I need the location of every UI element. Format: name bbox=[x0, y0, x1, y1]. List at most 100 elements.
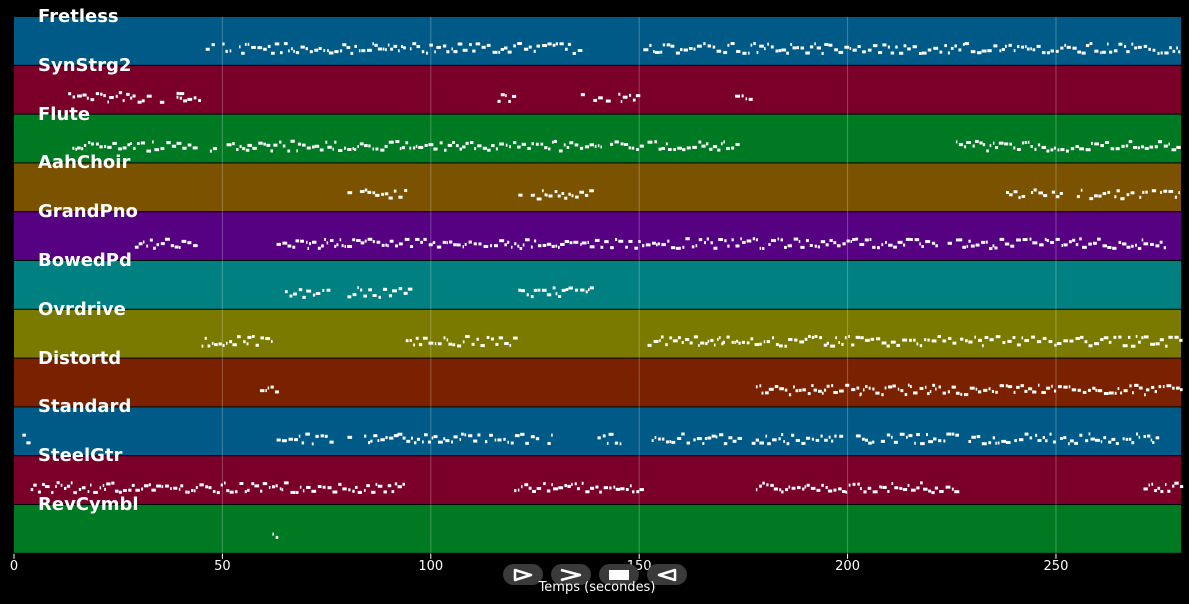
note bbox=[955, 391, 960, 395]
note bbox=[772, 336, 775, 340]
fast-forward-button[interactable] bbox=[551, 564, 591, 585]
note bbox=[868, 441, 872, 445]
note bbox=[445, 439, 450, 443]
note bbox=[251, 334, 255, 338]
note bbox=[44, 485, 50, 489]
note bbox=[880, 439, 885, 443]
note bbox=[1090, 437, 1095, 441]
track-label: Fretless bbox=[38, 6, 119, 27]
note bbox=[87, 490, 90, 494]
track-label: GrandPno bbox=[38, 201, 138, 223]
note bbox=[1037, 143, 1041, 147]
note bbox=[353, 148, 357, 152]
note bbox=[1032, 48, 1036, 52]
note bbox=[1051, 190, 1055, 194]
note bbox=[1054, 389, 1057, 393]
note bbox=[442, 44, 447, 48]
note bbox=[30, 488, 34, 492]
note bbox=[439, 141, 443, 145]
note bbox=[1122, 344, 1128, 348]
note bbox=[661, 146, 666, 150]
note bbox=[1002, 341, 1006, 345]
note bbox=[958, 238, 963, 242]
note bbox=[1130, 191, 1135, 195]
note bbox=[195, 486, 198, 490]
note bbox=[631, 146, 635, 150]
note bbox=[26, 441, 31, 445]
note bbox=[878, 51, 883, 55]
note bbox=[209, 149, 212, 153]
note bbox=[541, 189, 544, 193]
note bbox=[1097, 389, 1103, 393]
note bbox=[610, 142, 614, 146]
stop-button[interactable] bbox=[599, 564, 639, 585]
note bbox=[525, 238, 530, 242]
note bbox=[857, 45, 861, 49]
note bbox=[887, 489, 890, 493]
note bbox=[548, 194, 553, 198]
note bbox=[709, 147, 713, 151]
note bbox=[309, 50, 313, 54]
note bbox=[608, 432, 614, 436]
rewind-button[interactable] bbox=[647, 564, 687, 585]
note bbox=[384, 144, 388, 148]
note bbox=[910, 488, 916, 492]
note bbox=[1123, 44, 1127, 48]
note bbox=[151, 140, 154, 144]
note bbox=[755, 238, 758, 242]
note bbox=[891, 482, 894, 486]
note bbox=[859, 243, 865, 247]
note bbox=[452, 343, 456, 347]
note bbox=[872, 245, 876, 249]
note bbox=[102, 483, 105, 487]
note bbox=[165, 484, 169, 488]
note bbox=[764, 47, 766, 51]
note bbox=[668, 147, 672, 151]
note bbox=[409, 47, 412, 51]
x-tick-label: 250 bbox=[1043, 559, 1069, 574]
note bbox=[770, 238, 774, 242]
note bbox=[1100, 51, 1102, 55]
note bbox=[368, 288, 372, 292]
note bbox=[1056, 342, 1062, 346]
note bbox=[418, 145, 424, 149]
note bbox=[982, 344, 984, 348]
note bbox=[334, 244, 337, 248]
note bbox=[377, 484, 383, 488]
note bbox=[756, 51, 759, 55]
note bbox=[1055, 49, 1059, 53]
note bbox=[723, 140, 725, 144]
note bbox=[880, 485, 883, 489]
note bbox=[504, 342, 509, 346]
note bbox=[551, 244, 555, 248]
note bbox=[1121, 242, 1127, 246]
note bbox=[1155, 342, 1160, 346]
note bbox=[1155, 436, 1160, 440]
note bbox=[1050, 148, 1054, 152]
play-button[interactable] bbox=[503, 564, 543, 585]
note bbox=[358, 49, 361, 53]
note bbox=[593, 98, 598, 102]
note bbox=[314, 48, 319, 52]
note bbox=[398, 49, 400, 53]
note bbox=[483, 244, 489, 248]
note bbox=[514, 434, 520, 438]
note bbox=[890, 340, 896, 344]
note bbox=[312, 293, 316, 297]
note bbox=[766, 483, 769, 487]
note bbox=[1063, 243, 1068, 247]
note bbox=[1164, 51, 1169, 55]
note bbox=[524, 483, 529, 487]
note bbox=[829, 238, 833, 242]
note bbox=[759, 484, 762, 488]
note bbox=[452, 140, 455, 144]
note bbox=[665, 142, 668, 146]
note bbox=[931, 491, 935, 495]
note bbox=[469, 43, 472, 47]
note bbox=[1094, 342, 1100, 346]
note bbox=[491, 144, 495, 148]
note bbox=[914, 441, 916, 445]
note bbox=[1162, 385, 1165, 389]
note bbox=[291, 47, 293, 51]
